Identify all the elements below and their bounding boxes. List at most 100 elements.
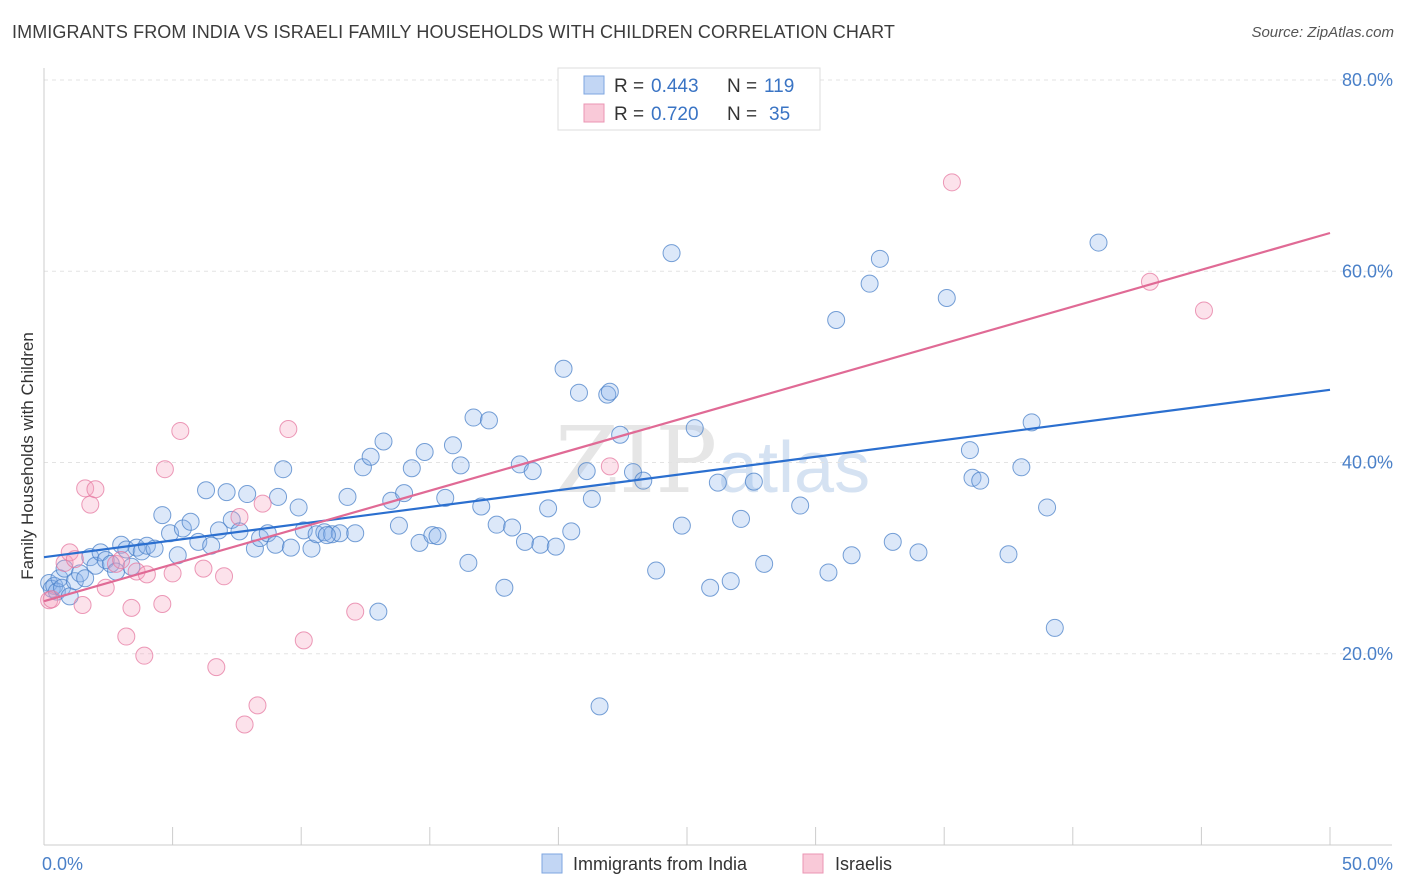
israelis-point-32 [942, 173, 961, 192]
india-point-33 [217, 483, 236, 502]
legend-n-value-israelis: 35 [769, 104, 790, 125]
israelis-point-17 [153, 595, 172, 614]
india-point-52 [346, 524, 365, 543]
india-point-103 [819, 563, 838, 582]
india-point-84 [577, 462, 596, 481]
india-point-80 [546, 537, 565, 556]
india-point-70 [472, 497, 491, 516]
india-point-76 [515, 532, 534, 551]
india-point-77 [523, 462, 542, 481]
israelis-point-5 [73, 595, 92, 614]
india-point-55 [369, 602, 388, 621]
india-point-115 [1012, 458, 1031, 477]
india-point-69 [464, 408, 483, 427]
india-point-27 [173, 519, 192, 538]
india-point-100 [744, 472, 763, 491]
india-point-71 [479, 411, 498, 430]
chart-title: IMMIGRANTS FROM INDIA VS ISRAELI FAMILY … [12, 22, 895, 42]
y-tick-label-2: 60.0% [1342, 261, 1393, 281]
india-point-44 [289, 498, 308, 517]
india-point-92 [647, 561, 666, 580]
india-point-12 [86, 556, 105, 575]
india-point-102 [791, 496, 810, 515]
india-point-1 [42, 579, 61, 598]
series-legend-label-israelis: Israelis [835, 854, 892, 874]
india-point-54 [361, 447, 380, 466]
india-point-82 [562, 522, 581, 541]
india-point-114 [999, 545, 1018, 564]
legend-n-value-india: 119 [764, 76, 794, 97]
axes: 20.0% 40.0% 60.0% 80.0% 0.0% 50.0% [42, 68, 1393, 874]
series-legend: Immigrants from India Israelis [541, 853, 892, 874]
india-point-30 [197, 481, 216, 500]
y-tick-label-3: 80.0% [1342, 70, 1393, 90]
india-point-96 [701, 578, 720, 597]
india-point-36 [238, 485, 257, 504]
india-point-108 [883, 532, 902, 551]
india-point-81 [554, 359, 573, 378]
india-point-104 [827, 311, 846, 330]
india-point-85 [582, 489, 601, 508]
india-point-97 [708, 473, 727, 492]
israelis-trend-line [43, 231, 1331, 603]
israelis-point-31 [600, 457, 619, 476]
india-point-68 [459, 553, 478, 572]
india-point-10 [76, 569, 95, 588]
india-point-116 [1022, 413, 1041, 432]
legend-r-label-india: R = [614, 76, 644, 97]
india-point-64 [428, 527, 447, 546]
india-point-120 [317, 526, 336, 545]
y-axis-label: Family Households with Children [18, 332, 37, 580]
india-point-87 [598, 385, 617, 404]
india-point-48 [315, 523, 334, 542]
israelis-point-18 [155, 460, 174, 479]
india-point-109 [909, 543, 928, 562]
india-point-28 [181, 512, 200, 531]
legend-swatch-india [583, 75, 605, 95]
israelis-point-20 [171, 421, 190, 440]
india-point-74 [503, 518, 522, 537]
india-point-66 [443, 436, 462, 455]
india-point-107 [870, 249, 889, 268]
israelis-point-12 [117, 627, 136, 646]
india-point-99 [732, 509, 751, 528]
israelis-point-6 [76, 479, 95, 498]
legend-r-value-israelis: 0.720 [651, 104, 699, 125]
india-point-9 [71, 564, 90, 583]
india-point-101 [755, 554, 774, 573]
israelis-point-30 [346, 602, 365, 621]
data-points [40, 173, 1213, 734]
india-point-79 [539, 499, 558, 518]
india-point-86 [590, 697, 609, 716]
india-point-98 [721, 572, 740, 591]
india-point-47 [307, 525, 326, 544]
israelis-point-27 [253, 494, 272, 513]
india-point-78 [531, 535, 550, 554]
india-point-17 [112, 535, 131, 554]
israelis-point-23 [215, 567, 234, 586]
india-point-72 [487, 515, 506, 534]
watermark-zip: ZIP [555, 407, 717, 514]
israelis-point-22 [207, 658, 226, 677]
india-point-62 [415, 442, 434, 461]
israelis-point-28 [279, 420, 298, 439]
legend-n-label-india: N = [727, 76, 757, 97]
india-point-46 [302, 539, 321, 558]
series-legend-swatch-india [541, 853, 563, 874]
israelis-point-21 [194, 559, 213, 578]
india-point-93 [662, 244, 681, 263]
india-point-11 [81, 548, 100, 567]
india-point-118 [1045, 618, 1064, 637]
israelis-point-7 [81, 495, 100, 514]
israelis-point-26 [248, 696, 267, 715]
india-point-24 [153, 506, 172, 525]
india-point-58 [389, 516, 408, 535]
india-point-117 [1038, 498, 1057, 517]
india-point-83 [569, 383, 588, 402]
israelis-point-25 [235, 715, 254, 734]
india-point-56 [374, 432, 393, 451]
israelis-point-11 [112, 551, 131, 570]
y-tick-label-0: 20.0% [1342, 644, 1393, 664]
legend-r-value-india: 0.443 [651, 76, 699, 97]
